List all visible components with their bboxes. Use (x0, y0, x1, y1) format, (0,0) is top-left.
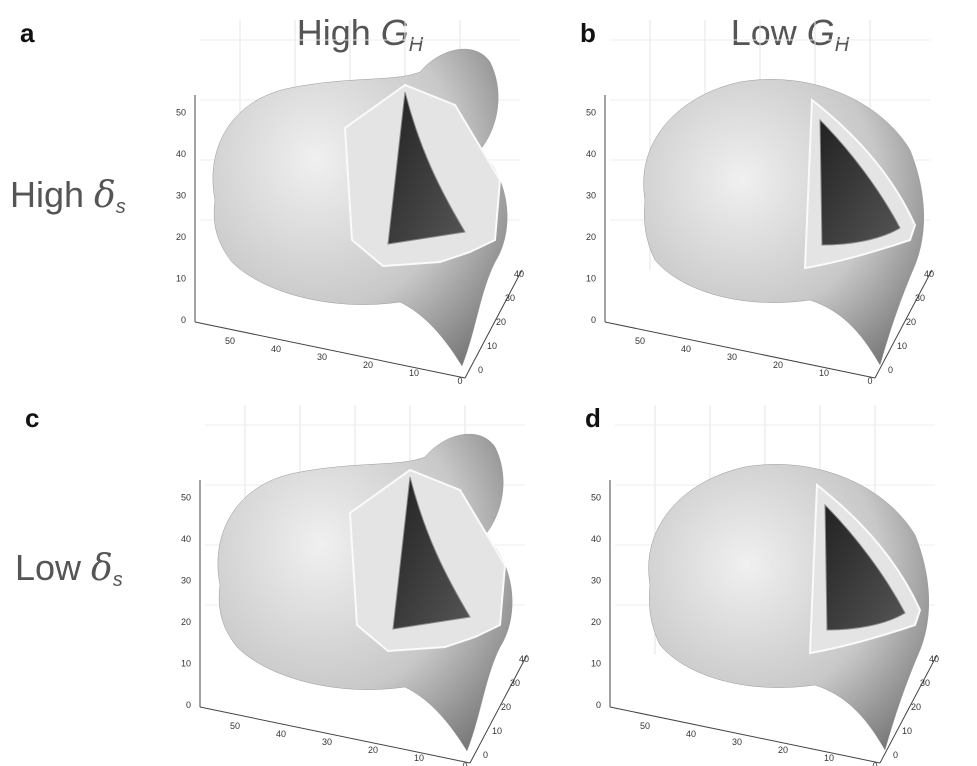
z-tick-label: 0 (591, 315, 596, 325)
x-tick-label: 10 (819, 368, 829, 378)
x-tick-label: 40 (276, 729, 286, 739)
y-tick-label: 10 (487, 341, 497, 351)
x-tick-label: 0 (457, 376, 462, 386)
x-axis (605, 322, 875, 378)
x-tick-label: 50 (225, 336, 235, 346)
x-tick-label: 0 (867, 376, 872, 386)
x-axis (610, 707, 880, 763)
y-tick-label: 30 (920, 678, 930, 688)
z-tick-label: 40 (181, 534, 191, 544)
z-tick-label: 50 (176, 108, 186, 118)
y-tick-label: 20 (911, 702, 921, 712)
x-tick-label: 30 (322, 737, 332, 747)
z-tick-label: 0 (186, 700, 191, 710)
z-tick-label: 10 (591, 659, 601, 669)
panel: b 0 10 20 30 40 50 50 40 30 20 10 0 0 10 20 30 40 (580, 18, 934, 386)
header-text: High (297, 12, 381, 53)
z-tick-label: 30 (176, 191, 186, 201)
y-tick-label: 0 (478, 365, 483, 375)
x-tick-label: 10 (414, 753, 424, 763)
x-tick-label: 30 (732, 737, 742, 747)
x-tick-label: 20 (773, 360, 783, 370)
x-tick-label: 40 (681, 344, 691, 354)
z-tick-label: 50 (181, 493, 191, 503)
y-tick-label: 40 (929, 654, 939, 664)
header-subscript: s (116, 196, 126, 218)
panel-label: b (580, 18, 596, 48)
x-tick-label: 50 (635, 336, 645, 346)
y-tick-label: 10 (902, 726, 912, 736)
z-tick-label: 20 (586, 232, 596, 242)
header: High δs (10, 174, 126, 218)
panel-label: d (585, 403, 601, 433)
y-tick-label: 0 (483, 750, 488, 760)
y-tick-label: 30 (915, 293, 925, 303)
header: Low GH (731, 12, 850, 56)
figure: High GHLow GHHigh δsLow δsa0102030405050… (0, 0, 977, 766)
x-tick-label: 10 (409, 368, 419, 378)
z-tick-label: 50 (586, 108, 596, 118)
x-tick-label: 50 (640, 721, 650, 731)
x-tick-label: 0 (872, 761, 877, 766)
header-subscript: s (113, 569, 123, 591)
y-tick-label: 20 (501, 702, 511, 712)
header-text: High (10, 174, 94, 215)
z-tick-label: 0 (596, 700, 601, 710)
z-tick-label: 0 (181, 315, 186, 325)
y-tick-label: 30 (510, 678, 520, 688)
z-tick-label: 40 (586, 149, 596, 159)
header-text: Low (15, 547, 91, 588)
x-tick-label: 40 (271, 344, 281, 354)
header-subscript: H (409, 34, 424, 56)
y-tick-label: 20 (496, 317, 506, 327)
y-tick-label: 40 (519, 654, 529, 664)
header: Low δs (15, 547, 123, 591)
y-tick-label: 0 (893, 750, 898, 760)
z-tick-label: 20 (181, 617, 191, 627)
panel-label: c (25, 403, 39, 433)
y-tick-label: 40 (924, 269, 934, 279)
z-tick-label: 10 (181, 659, 191, 669)
z-tick-label: 40 (176, 149, 186, 159)
z-tick-label: 30 (181, 576, 191, 586)
x-tick-label: 0 (462, 761, 467, 766)
z-tick-label: 20 (176, 232, 186, 242)
y-tick-label: 30 (505, 293, 515, 303)
header-symbol: δ (94, 175, 116, 216)
header-subscript: H (835, 34, 850, 56)
x-tick-label: 20 (368, 745, 378, 755)
y-tick-label: 40 (514, 269, 524, 279)
header-symbol: G (807, 12, 835, 53)
x-axis (200, 707, 470, 763)
z-tick-label: 10 (176, 274, 186, 284)
header-symbol: δ (91, 548, 113, 589)
x-tick-label: 30 (317, 352, 327, 362)
z-tick-label: 30 (586, 191, 596, 201)
x-tick-label: 10 (824, 753, 834, 763)
z-tick-label: 20 (591, 617, 601, 627)
y-tick-label: 10 (492, 726, 502, 736)
x-tick-label: 20 (363, 360, 373, 370)
x-tick-label: 20 (778, 745, 788, 755)
z-tick-label: 50 (591, 493, 601, 503)
z-tick-label: 40 (591, 534, 601, 544)
panel-label: a (20, 18, 35, 48)
y-tick-label: 20 (906, 317, 916, 327)
x-tick-label: 40 (686, 729, 696, 739)
header-text: Low (731, 12, 807, 53)
z-tick-label: 30 (591, 576, 601, 586)
z-tick-label: 10 (586, 274, 596, 284)
x-tick-label: 30 (727, 352, 737, 362)
x-tick-label: 50 (230, 721, 240, 731)
x-axis (195, 322, 465, 378)
y-tick-label: 10 (897, 341, 907, 351)
panel: d 0 10 20 30 40 50 50 40 30 20 10 0 0 10 20 30 40 (585, 403, 939, 766)
y-tick-label: 0 (888, 365, 893, 375)
